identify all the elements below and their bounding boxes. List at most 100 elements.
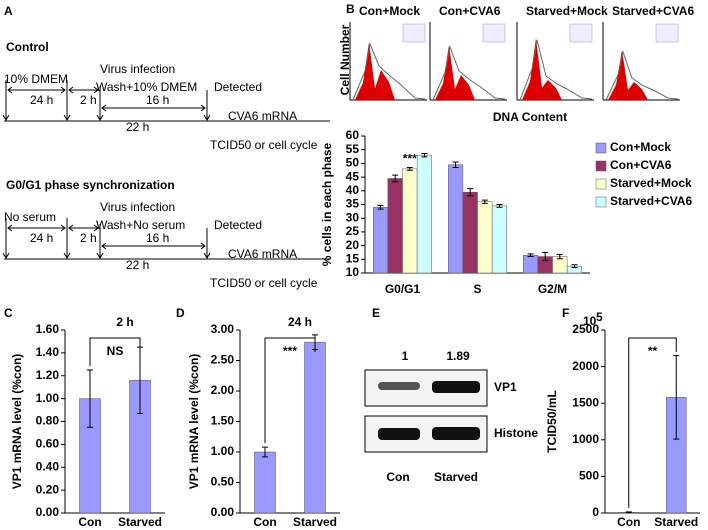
y-tick-label: 1.40 [36, 345, 60, 359]
x-label: DNA Content [493, 110, 567, 124]
x-tick-label: Con [78, 515, 101, 529]
g1-peak [355, 42, 395, 100]
annotation: ** [648, 344, 658, 358]
y-axis-label: VP1 mRNA level (%con) [10, 354, 24, 490]
timeline-text: Control [6, 40, 49, 54]
condition-label: Starved+CVA6 [612, 4, 694, 18]
error-bar [542, 251, 549, 262]
timeline-text: CVA6 mRNA [228, 109, 297, 123]
x-tick-label: G0/G1 [385, 282, 421, 296]
y-tick-label: 3.00 [211, 322, 235, 336]
timeline-text: 24 h [30, 231, 53, 245]
y-tick-label: 0.50 [211, 475, 235, 489]
panel-label: A [4, 4, 13, 18]
timeline-text: TCID50 or cell cycle [210, 138, 318, 152]
y-tick-label: 1500 [572, 395, 599, 409]
bar [523, 254, 539, 274]
fit-line [605, 50, 679, 101]
timeline-text: 10% DMEM [4, 72, 68, 86]
panel-label: C [4, 306, 13, 320]
timeline-text: 2 h [80, 93, 97, 107]
bar [304, 341, 326, 514]
bar [402, 168, 418, 274]
y-axis-label: TCID50/mL [545, 390, 559, 453]
arrow-head [7, 224, 66, 232]
blot-band [432, 381, 480, 393]
y-label: Cell Number [338, 24, 352, 95]
y-tick-label: 0.60 [36, 437, 60, 451]
bar [254, 451, 276, 514]
y-tick-label: 40 [346, 183, 360, 197]
timeline-text: Detected [214, 80, 262, 94]
legend-label: Starved+CVA6 [610, 194, 692, 208]
arrow-head [68, 224, 99, 232]
legend-box [655, 23, 679, 43]
y-tick-label: 35 [346, 197, 360, 211]
error-bar [527, 253, 534, 258]
legend-label: Con+CVA6 [610, 158, 672, 172]
error-bar [406, 167, 413, 171]
panel-label: F [562, 306, 569, 320]
arrow-head [96, 252, 104, 259]
condition-label: Starved+Mock [526, 4, 608, 18]
y-tick-label: 1.00 [36, 391, 60, 405]
y-axis-label: % cells in each phase [320, 142, 334, 266]
blot-band [378, 428, 420, 440]
y-multiplier-exponent: 5 [596, 310, 603, 324]
y-multiplier: 10 [583, 314, 597, 328]
y-tick-label: 2000 [572, 359, 599, 373]
error-bar [481, 199, 488, 204]
g1-peak [608, 50, 648, 100]
y-tick-label: 30 [346, 210, 360, 224]
timeline-text: Detected [214, 218, 262, 232]
arrow-head [203, 114, 211, 121]
arrow-head [2, 252, 10, 259]
band-ratio: 1 [402, 349, 409, 363]
legend-box [569, 23, 593, 43]
y-tick-label: 45 [346, 169, 360, 183]
y-tick-label: 50 [346, 156, 360, 170]
bar [387, 178, 403, 274]
x-tick-label: S [473, 282, 481, 296]
legend-swatch [595, 160, 607, 172]
error-bar [556, 253, 563, 260]
bar [477, 201, 493, 274]
fit-line [432, 45, 506, 101]
y-tick-label: 2.50 [211, 353, 235, 367]
arrow-head [203, 252, 211, 259]
error-bar [673, 355, 680, 440]
blot-band [378, 382, 420, 390]
x-tick-label: Con [617, 515, 640, 529]
legend-label: Starved+Mock [610, 176, 692, 190]
timeline-text: 24 h [30, 93, 53, 107]
y-tick-label: 2500 [572, 322, 599, 336]
error-bar [496, 204, 503, 208]
x-tick-label: Con [253, 515, 276, 529]
annotation: *** [403, 152, 417, 166]
g1-peak [435, 45, 475, 100]
bar [416, 154, 432, 274]
y-tick-label: 0.00 [211, 505, 235, 519]
x-tick-label: Starved [293, 515, 337, 529]
significance-bracket [628, 337, 677, 508]
annotation: *** [283, 344, 297, 358]
g1-peak [522, 38, 562, 100]
panel-label: D [176, 306, 185, 320]
y-tick-label: 0.80 [36, 414, 60, 428]
legend-swatch [595, 142, 607, 154]
timeline-text: 16 h [146, 231, 169, 245]
bar [448, 164, 464, 274]
error-bar [87, 369, 93, 428]
panel-label: B [346, 2, 355, 16]
error-bar [262, 446, 268, 458]
timeline-text: 16 h [146, 93, 169, 107]
bar [491, 205, 507, 274]
band-ratio: 1.89 [446, 349, 470, 363]
timeline-text: CVA6 mRNA [228, 247, 297, 261]
legend-label: Con+Mock [610, 140, 671, 154]
band-label: Histone [494, 426, 538, 440]
error-bar [377, 204, 384, 210]
chart-title: 24 h [288, 315, 312, 329]
significance-bracket [89, 337, 141, 367]
